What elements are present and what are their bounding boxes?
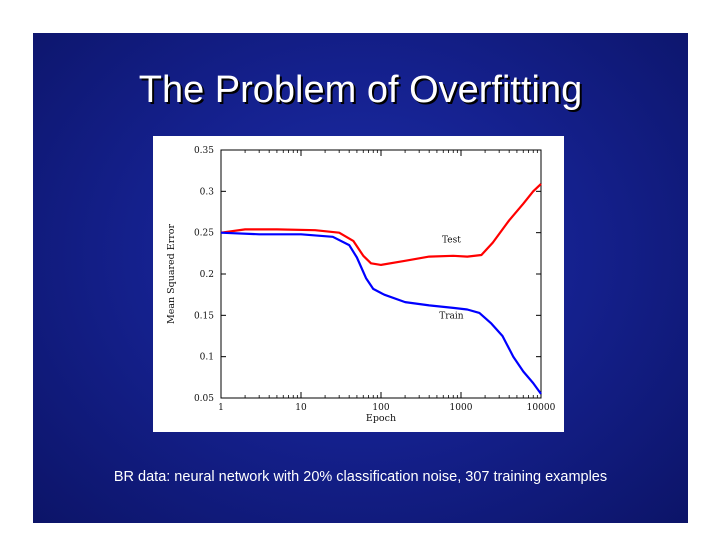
x-tick-label: 10000 [527,403,556,413]
series-layer: Test Train [220,183,542,395]
series-train-line [220,231,542,395]
y-tick-label: 0.35 [194,146,214,156]
y-tick-label: 0.2 [200,270,214,280]
y-tick-label: 0.15 [194,311,214,321]
x-axis: 1 10 100 1000 10000 [218,150,556,413]
series-train-label: Train [439,312,464,322]
slide-caption: BR data: neural network with 20% classif… [113,469,608,485]
y-tick-label: 0.05 [194,394,214,404]
slide: The Problem of Overfitting 0.05 0.1 0.15 0.… [33,33,688,523]
y-axis: 0.05 0.1 0.15 0.2 0.25 0.3 0.35 [194,146,541,404]
y-tick-label: 0.3 [200,187,215,197]
x-tick-label: 10 [295,403,307,413]
x-tick-label: 1 [218,403,224,413]
series-test-line [220,183,542,266]
x-tick-label: 100 [372,403,389,413]
y-tick-label: 0.25 [194,229,214,239]
chart-panel: 0.05 0.1 0.15 0.2 0.25 0.3 0.35 1 10 100 1000 1000… [153,136,564,432]
y-axis-title: Mean Squared Error [166,224,177,325]
x-tick-label: 1000 [450,403,473,413]
y-tick-label: 0.1 [200,353,214,363]
series-test-label: Test [442,236,461,246]
x-axis-title: Epoch [366,413,396,424]
slide-title: The Problem of Overfitting [138,69,583,111]
plot-frame [220,149,542,399]
error-vs-epoch-chart: 0.05 0.1 0.15 0.2 0.25 0.3 0.35 1 10 100 1000 1000… [166,146,556,424]
